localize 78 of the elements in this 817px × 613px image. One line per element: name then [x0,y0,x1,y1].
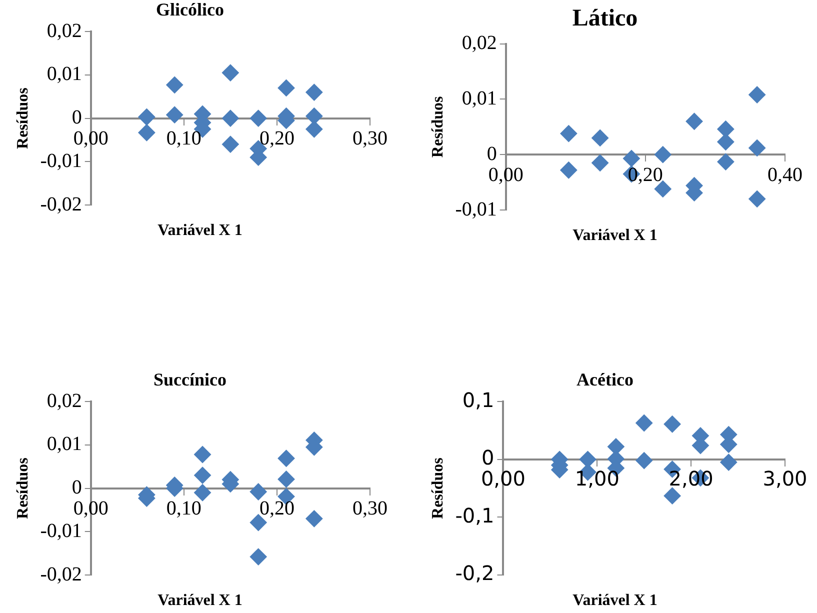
y-tick-label: -0,02 [40,563,82,586]
point [622,150,640,167]
y-tick-label: 0,02 [462,32,497,54]
point [579,450,596,468]
x-tick-label: 0,00 [73,128,108,150]
point [717,153,734,170]
point [664,487,681,504]
x-tick-label: 1,00 [574,466,620,491]
y-tick-label: 0,1 [462,388,494,412]
y-tick-label: 0,01 [46,63,82,86]
point [636,452,653,470]
point [720,454,738,471]
point [560,162,578,179]
y-tick-label: 0,02 [46,390,82,412]
point [748,139,766,156]
chart-title: Lático [572,6,638,32]
point [278,470,295,488]
y-axis-title: Resíduos [430,458,447,519]
y-tick-label: 0 [72,106,82,129]
y-tick-label: 0,01 [462,87,497,110]
point [250,110,267,127]
chart-title: Glicólico [156,0,224,20]
y-axis-title: Resíduos [14,458,32,519]
x-axis-title: Variável X 1 [572,592,658,610]
point [250,548,267,566]
point [250,483,267,500]
point [306,108,323,125]
point [686,112,703,130]
point [278,450,295,467]
y-tick-label: -0,01 [455,198,497,220]
point [166,76,184,94]
y-tick-label: 0 [72,476,82,499]
point [748,190,766,208]
y-tick-label: 0,01 [46,433,82,456]
x-tick-label: 0,20 [259,498,294,520]
point [306,84,323,101]
y-tick-label: 0,02 [46,20,82,42]
point [138,124,156,142]
point [138,108,156,126]
y-tick-label: -0,1 [455,503,494,528]
x-tick-label: 0,00 [488,164,524,186]
point [636,414,653,432]
point [194,484,212,502]
point [278,79,295,96]
point [748,86,766,104]
point [560,125,578,142]
y-tick-label: 0 [486,142,497,165]
point [222,110,239,127]
point [592,154,609,172]
y-tick-label: -0,01 [40,150,82,172]
point [664,416,681,433]
point [194,466,212,484]
x-axis-title: Variável X 1 [572,227,658,245]
x-tick-label: 3,00 [762,466,808,491]
point [306,120,323,138]
x-tick-label: 0,20 [259,128,294,150]
point [306,510,323,528]
x-tick-label: 0,30 [352,498,388,520]
y-axis-title: Resíduos [430,96,447,158]
x-tick-label: 0,00 [73,498,108,520]
x-tick-label: 0,10 [166,498,202,520]
y-tick-label: -0,01 [40,520,82,542]
x-tick-label: 0,30 [352,128,388,150]
chart-title: Succínico [153,369,227,390]
x-axis-title: Variável X 1 [156,222,244,240]
x-axis-title: Variável X 1 [156,592,244,610]
point [592,129,609,146]
y-tick-label: -0,2 [455,561,494,586]
point [166,106,184,124]
point [194,446,212,463]
y-tick-label: -0,02 [40,193,82,216]
x-tick-label: 0,40 [768,164,802,186]
x-tick-label: 0,10 [166,128,202,150]
point [222,136,239,153]
point [654,146,672,164]
y-axis-title: Resíduos [14,88,32,149]
point [222,64,239,82]
chart-title: Acético [576,369,634,390]
